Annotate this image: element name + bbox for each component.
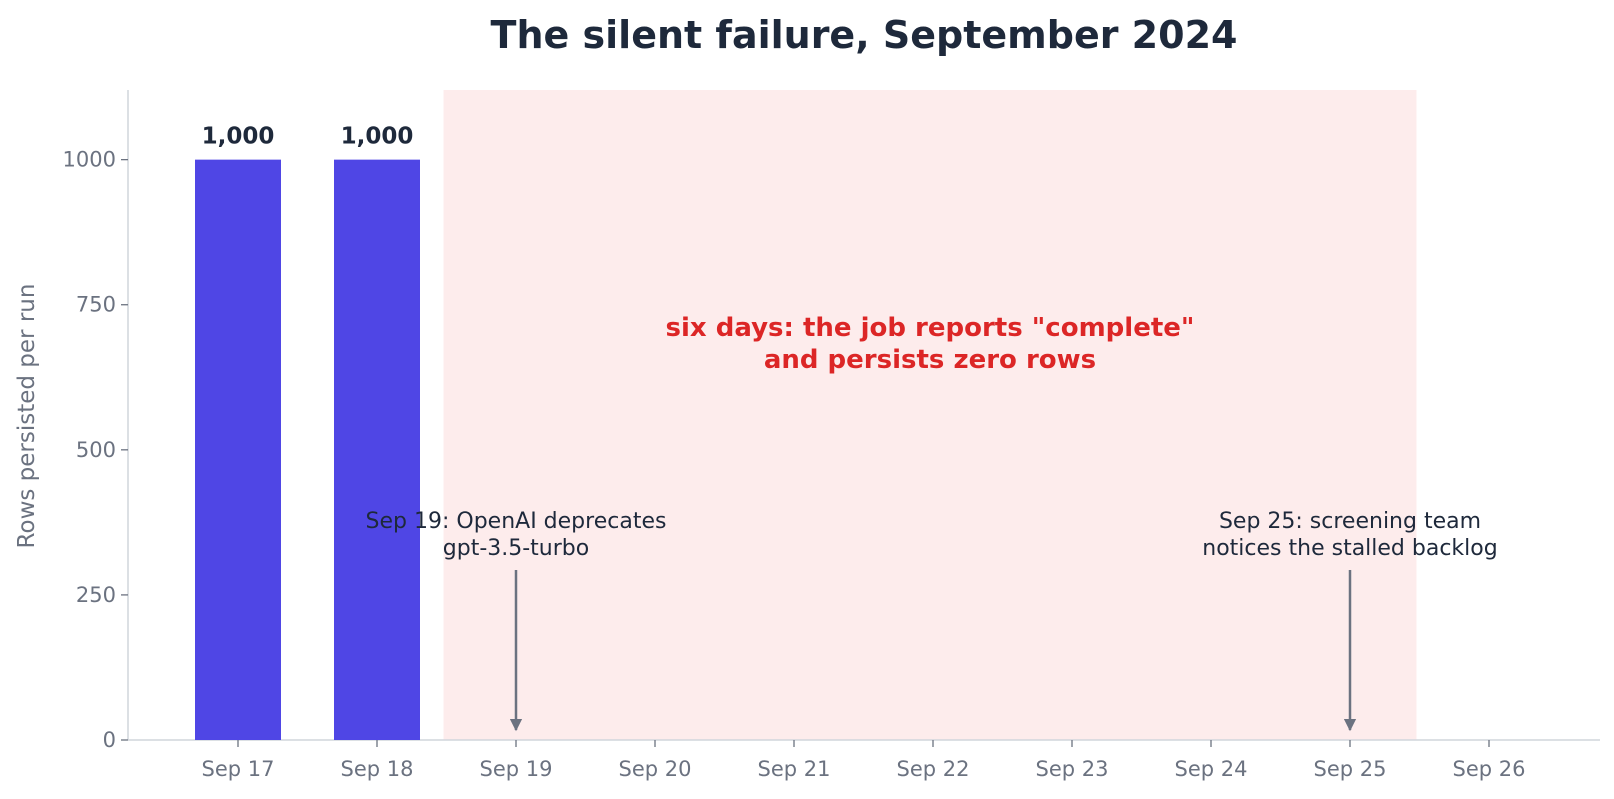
y-tick-label: 1000	[63, 148, 116, 172]
x-tick-label: Sep 24	[1175, 757, 1248, 781]
y-tick-label: 0	[103, 728, 116, 752]
bar	[195, 159, 281, 741]
annotation-label: Sep 19: OpenAI deprecates	[366, 509, 667, 534]
x-tick-label: Sep 26	[1453, 757, 1526, 781]
y-tick-label: 250	[76, 583, 116, 607]
y-axis-label: Rows persisted per run	[14, 284, 40, 549]
x-tick-label: Sep 19	[480, 757, 553, 781]
annotation-label: gpt-3.5-turbo	[443, 536, 589, 561]
annotation-label: Sep 25: screening team	[1219, 509, 1481, 534]
x-tick-label: Sep 22	[897, 757, 970, 781]
y-tick-label: 500	[76, 438, 116, 462]
annotation-label: notices the stalled backlog	[1202, 536, 1497, 561]
failure-period-shading	[443, 90, 1417, 740]
failure-period-label: six days: the job reports "complete"	[666, 313, 1195, 343]
bar	[334, 159, 420, 741]
bar-value-label: 1,000	[341, 124, 414, 150]
x-tick-label: Sep 20	[619, 757, 692, 781]
chart-title: The silent failure, September 2024	[491, 13, 1238, 57]
x-tick-label: Sep 23	[1036, 757, 1109, 781]
x-tick-label: Sep 25	[1314, 757, 1387, 781]
x-tick-label: Sep 17	[202, 757, 275, 781]
failure-period-label: and persists zero rows	[764, 345, 1096, 375]
y-tick-label: 750	[76, 293, 116, 317]
bar-value-label: 1,000	[202, 124, 275, 150]
x-tick-label: Sep 21	[758, 757, 831, 781]
x-tick-label: Sep 18	[341, 757, 414, 781]
